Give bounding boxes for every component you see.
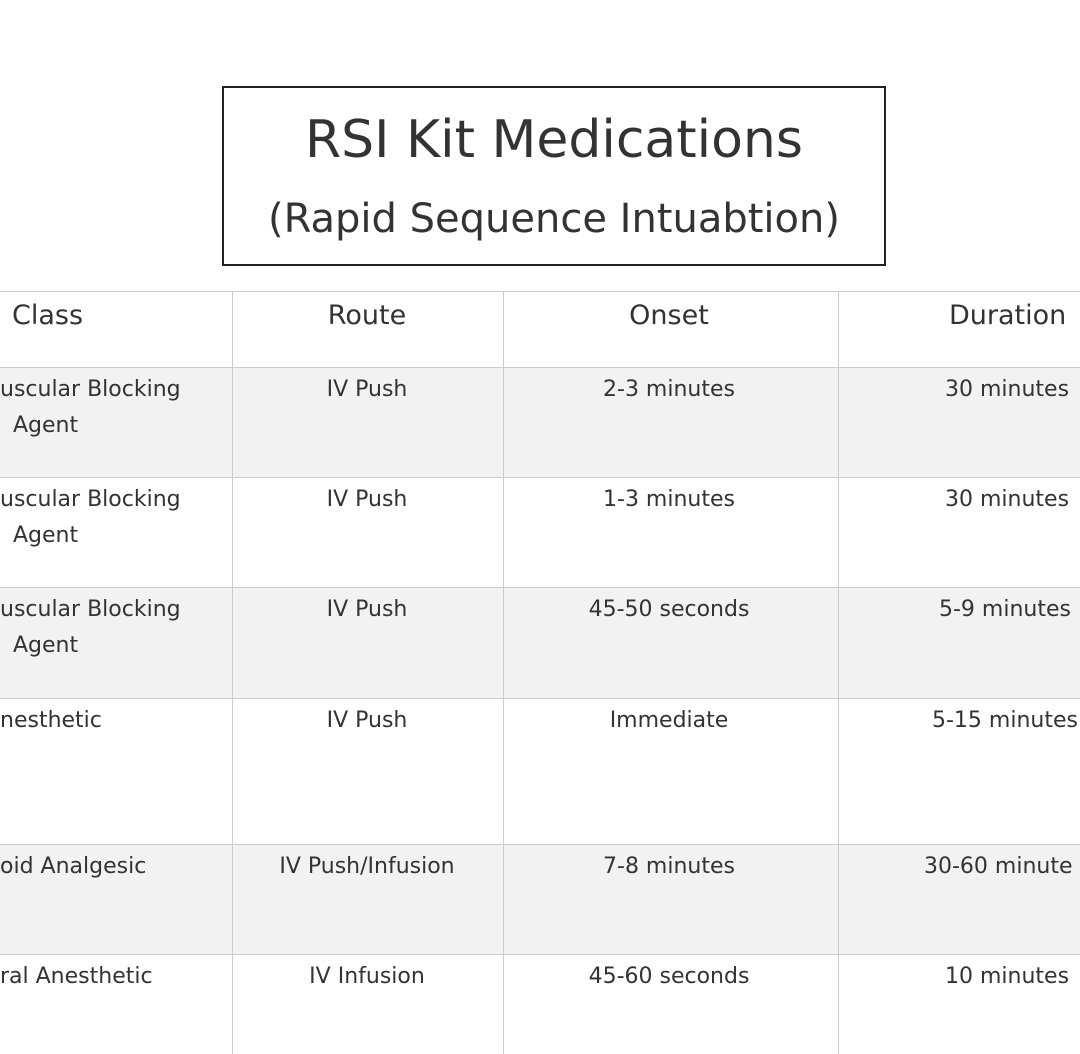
- route-cell: IV Push: [326, 708, 408, 733]
- table-row: ral Anesthetic IV Infusion 45-60 seconds 10…: [0, 954, 1080, 1054]
- column-divider: [838, 292, 839, 367]
- class-cell: uscular Blocking: [0, 487, 181, 512]
- column-divider: [838, 588, 839, 698]
- column-divider: [503, 845, 504, 954]
- table-row: uscular Blocking Agent IV Push 2-3 minutes 3…: [0, 367, 1080, 477]
- column-divider: [232, 478, 233, 587]
- header-row: Class Route Onset Duration: [0, 291, 1080, 367]
- column-divider: [503, 699, 504, 844]
- column-divider: [838, 478, 839, 587]
- duration-cell: 10 minutes: [945, 964, 1070, 989]
- column-divider: [503, 588, 504, 698]
- class-cell: uscular Blocking: [0, 377, 181, 402]
- column-header: Onset: [629, 300, 709, 331]
- column-divider: [232, 955, 233, 1054]
- column-header: Duration: [949, 300, 1067, 331]
- route-cell: IV Push: [326, 597, 408, 622]
- table-row: uscular Blocking Agent IV Push 45-50 second…: [0, 587, 1080, 698]
- onset-cell: 7-8 minutes: [603, 854, 735, 879]
- duration-cell: 5-9 minutes: [939, 597, 1071, 622]
- class-cell: Agent: [13, 633, 79, 658]
- column-divider: [232, 588, 233, 698]
- column-divider: [838, 699, 839, 844]
- onset-cell: 45-60 seconds: [588, 964, 750, 989]
- onset-cell: 2-3 minutes: [603, 377, 735, 402]
- column-divider: [838, 368, 839, 477]
- duration-cell: 30-60 minute: [924, 854, 1073, 879]
- class-cell: nesthetic: [0, 708, 102, 733]
- class-cell: uscular Blocking: [0, 597, 181, 622]
- table: Class Route Onset Duration uscular Blocking A…: [0, 291, 1080, 1054]
- table-row: nesthetic IV Push Immediate 5-15 minutes: [0, 698, 1080, 844]
- subtitle: (Rapid Sequence Intuabtion): [268, 196, 840, 242]
- duration-cell: 30 minutes: [945, 487, 1070, 512]
- class-cell: ral Anesthetic: [0, 964, 153, 989]
- onset-cell: Immediate: [609, 708, 729, 733]
- onset-cell: 45-50 seconds: [588, 597, 750, 622]
- column-header: Route: [327, 300, 407, 331]
- column-divider: [838, 955, 839, 1054]
- title: RSI Kit Medications: [305, 110, 803, 170]
- class-cell: Agent: [13, 523, 79, 548]
- column-divider: [838, 845, 839, 954]
- route-cell: IV Push: [326, 377, 408, 402]
- route-cell: IV Push: [326, 487, 408, 512]
- column-header: Class: [12, 300, 84, 331]
- column-divider: [232, 845, 233, 954]
- class-cell: Agent: [13, 413, 79, 438]
- route-cell: IV Push/Infusion: [279, 854, 455, 879]
- duration-cell: 5-15 minutes: [932, 708, 1078, 733]
- title-box: RSI Kit Medications (Rapid Sequence Intu…: [222, 86, 886, 266]
- onset-cell: 1-3 minutes: [603, 487, 735, 512]
- column-divider: [232, 699, 233, 844]
- duration-cell: 30 minutes: [945, 377, 1070, 402]
- table-row: uscular Blocking Agent IV Push 1-3 minutes 3…: [0, 477, 1080, 587]
- column-divider: [503, 955, 504, 1054]
- column-divider: [232, 368, 233, 477]
- column-divider: [503, 292, 504, 367]
- class-cell: oid Analgesic: [0, 854, 147, 879]
- column-divider: [503, 478, 504, 587]
- table-row: oid Analgesic IV Push/Infusion 7-8 minutes…: [0, 844, 1080, 954]
- column-divider: [503, 368, 504, 477]
- route-cell: IV Infusion: [309, 964, 425, 989]
- column-divider: [232, 292, 233, 367]
